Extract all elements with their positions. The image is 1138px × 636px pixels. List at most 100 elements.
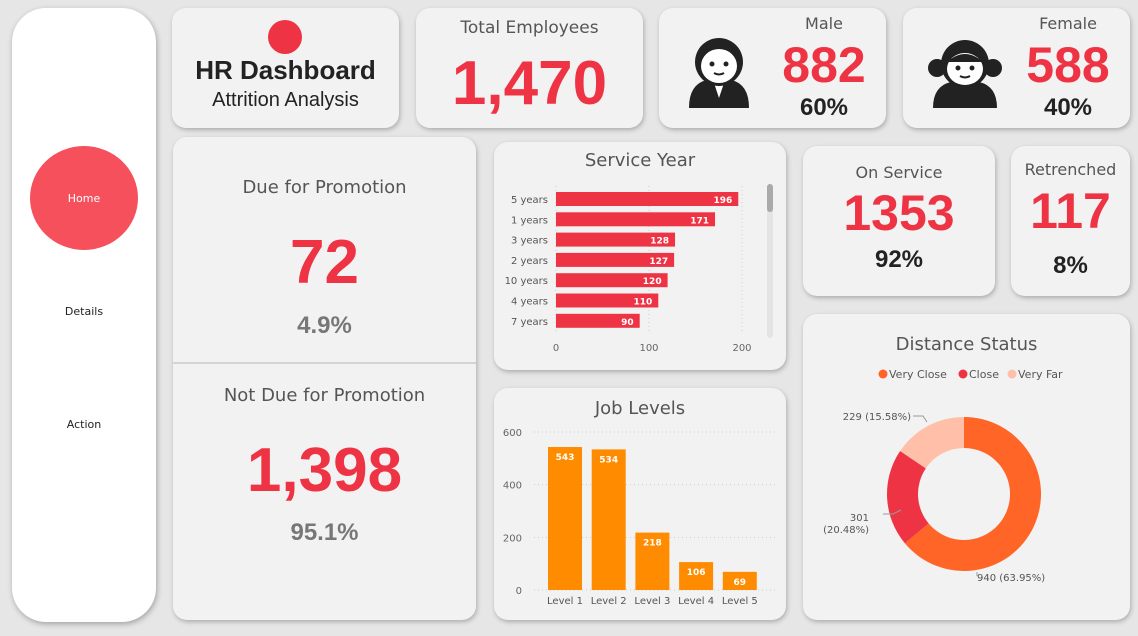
- bar-data-label: 110: [634, 298, 653, 308]
- x-tick-label: 0: [553, 343, 559, 354]
- y-tick-label: 200: [503, 533, 522, 544]
- bar: [635, 532, 670, 590]
- promotion-card: Due for Promotion 72 4.9% Not Due for Pr…: [173, 137, 476, 620]
- female-label: Female: [1039, 14, 1097, 33]
- legend-label: Close: [969, 368, 999, 381]
- bar-data-label: 90: [621, 318, 634, 328]
- bar: [591, 449, 626, 590]
- total-employees-card: Total Employees 1,470: [416, 8, 643, 128]
- job-levels-chart: 0 200 400 600 543 Level 1 534 Level 2 218 Level 3…: [503, 428, 776, 607]
- logo-dot-icon: [268, 20, 302, 54]
- legend-marker: [958, 369, 968, 379]
- data-label: 940 (63.95%): [977, 573, 1045, 584]
- bar-data-label: 106: [687, 568, 706, 578]
- job-levels-title: Job Levels: [594, 398, 686, 419]
- female-avatar-icon: [928, 40, 1002, 108]
- on-service-card: On Service 1353 92%: [803, 146, 995, 296]
- bar: [556, 293, 659, 308]
- nav-details-button[interactable]: Details: [64, 305, 104, 318]
- y-category-label: 2 years: [511, 256, 548, 267]
- due-promotion-label: Due for Promotion: [242, 177, 407, 198]
- y-category-label: 3 years: [511, 236, 548, 247]
- scrollbar[interactable]: [767, 184, 773, 338]
- service-year-card: Service Year 0 100 200 5 years 196 1 years 171…: [494, 142, 786, 370]
- x-category-label: Level 3: [634, 596, 670, 607]
- bar: [556, 192, 739, 206]
- x-tick-label: 100: [639, 343, 658, 354]
- page-subtitle: Attrition Analysis: [212, 89, 359, 111]
- bar-data-label: 120: [643, 277, 662, 287]
- bar: [722, 571, 757, 590]
- y-category-label: 10 years: [505, 276, 548, 287]
- donut-slice: [887, 451, 929, 544]
- bar-data-label: 196: [713, 196, 732, 206]
- not-due-promotion-value: 1,398: [246, 436, 403, 505]
- data-label: (20.48%): [823, 525, 869, 536]
- male-pct: 60%: [799, 94, 849, 121]
- x-category-label: Level 2: [591, 596, 627, 607]
- legend-label: Very Close: [889, 368, 947, 381]
- distance-status-title: Distance Status: [895, 334, 1038, 355]
- y-category-label: 4 years: [511, 297, 548, 308]
- total-employees-value: 1,470: [451, 49, 608, 118]
- bar: [556, 252, 675, 267]
- nav-action-button[interactable]: Action: [66, 418, 102, 431]
- female-pct: 40%: [1043, 94, 1093, 121]
- data-label: 301: [850, 513, 869, 524]
- nav-home-button[interactable]: Home: [30, 146, 138, 250]
- nav-home-label: Home: [67, 191, 101, 205]
- y-category-label: 7 years: [511, 317, 548, 328]
- y-tick-label: 400: [503, 481, 522, 492]
- legend-label: Very Far: [1018, 368, 1063, 381]
- due-promotion-pct: 4.9%: [297, 312, 352, 339]
- bar-data-label: 534: [599, 455, 618, 465]
- job-levels-card: Job Levels 0 200 400 600 543 Level 1 534 Level …: [494, 388, 786, 620]
- leader-line: [913, 415, 928, 423]
- bar: [556, 313, 640, 328]
- male-value: 882: [782, 37, 866, 93]
- bar-data-label: 171: [690, 216, 709, 226]
- bar: [679, 562, 714, 590]
- on-service-label: On Service: [855, 163, 943, 182]
- scrollbar-thumb[interactable]: [767, 184, 773, 212]
- y-category-label: 5 years: [511, 195, 548, 206]
- on-service-value: 1353: [843, 185, 955, 241]
- bar-data-label: 128: [650, 237, 669, 247]
- not-due-promotion-label: Not Due for Promotion: [223, 385, 426, 406]
- x-category-label: Level 1: [547, 596, 583, 607]
- service-year-title: Service Year: [584, 150, 696, 171]
- donut-slice: [904, 417, 1041, 571]
- total-employees-label: Total Employees: [460, 18, 599, 38]
- due-promotion-value: 72: [290, 228, 359, 297]
- divider: [173, 362, 476, 364]
- sidebar: Home Details Action: [12, 8, 156, 622]
- bar: [556, 212, 716, 227]
- y-tick-label: 600: [503, 428, 522, 439]
- retrenched-value: 117: [1030, 183, 1111, 239]
- title-card: HR Dashboard Attrition Analysis: [172, 8, 399, 128]
- y-category-label: 1 years: [511, 215, 548, 226]
- not-due-promotion-pct: 95.1%: [290, 519, 359, 546]
- bar-data-label: 218: [643, 539, 662, 549]
- bar-data-label: 127: [649, 257, 668, 267]
- bar: [548, 447, 582, 590]
- bar-data-label: 543: [556, 453, 575, 463]
- x-category-label: Level 4: [678, 596, 714, 607]
- male-avatar-icon: [689, 38, 749, 108]
- female-card: Female 588 40%: [903, 8, 1130, 128]
- bar: [556, 232, 676, 247]
- leader-line: [883, 509, 902, 515]
- x-category-label: Level 5: [722, 596, 758, 607]
- distance-status-card: Distance Status Very Close Close Very Far 9…: [803, 314, 1130, 620]
- donut-slice: [900, 417, 964, 469]
- data-label: 229 (15.58%): [843, 412, 911, 423]
- x-tick-label: 200: [732, 343, 751, 354]
- page-title: HR Dashboard: [195, 55, 376, 85]
- y-tick-label: 0: [516, 586, 522, 597]
- service-year-chart: 0 100 200 5 years 196 1 years 171 3 years 128 2 y…: [505, 186, 752, 354]
- bar: [556, 273, 668, 288]
- legend-marker: [1007, 369, 1017, 379]
- female-value: 588: [1026, 37, 1110, 93]
- on-service-pct: 92%: [874, 246, 924, 273]
- legend-marker: [878, 369, 888, 379]
